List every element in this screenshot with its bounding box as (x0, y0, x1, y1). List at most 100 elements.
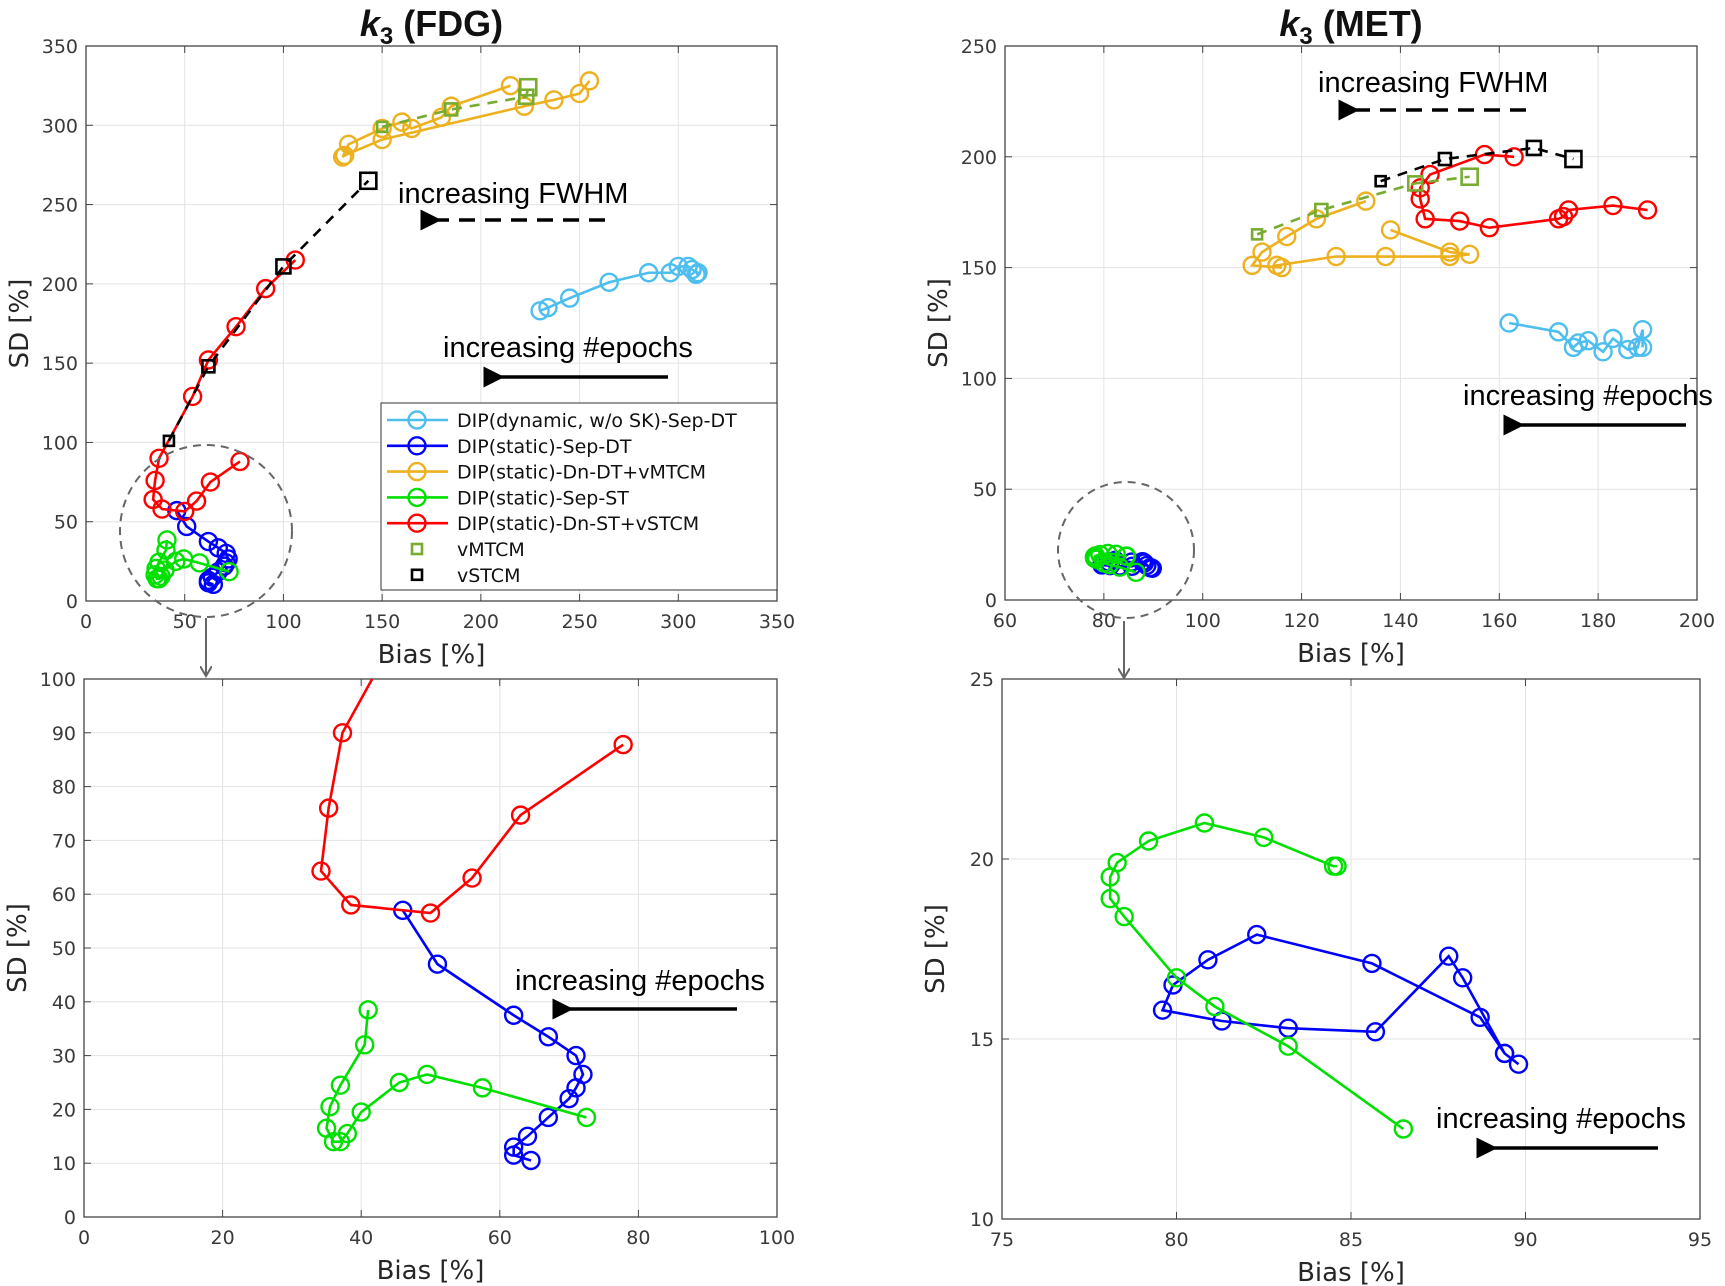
data-point (1452, 968, 1473, 988)
data-point (1420, 164, 1440, 185)
data-point (560, 288, 580, 308)
legend-label: vMTCM (457, 539, 525, 561)
plot-3: 75 80 85 90 95 10 15 20 25 Bias [%] SD [%] increasi… (921, 669, 1712, 1286)
data-point (1393, 1119, 1414, 1139)
data-point (1603, 328, 1623, 349)
y-tick-label: 150 (961, 258, 997, 280)
x-tick-label: 85 (1339, 1229, 1363, 1251)
data-point (318, 798, 339, 818)
y-tick-label: 100 (40, 669, 76, 691)
data-point (1114, 906, 1134, 927)
data-point (214, 556, 234, 576)
data-point (1277, 226, 1297, 247)
data-point (1242, 255, 1262, 276)
series-group (143, 71, 708, 595)
data-point (226, 316, 246, 337)
data-point (1278, 1036, 1298, 1056)
y-tick-label: 50 (52, 938, 76, 960)
data-point (1267, 255, 1287, 276)
data-point (420, 903, 441, 923)
series-line-vstcm (1380, 146, 1574, 183)
data-point (1362, 953, 1382, 974)
zoom-region-circle (119, 444, 293, 618)
data-point (1116, 546, 1137, 566)
data-point (1440, 242, 1460, 262)
data-point (1499, 313, 1519, 333)
data-point (372, 118, 392, 139)
data-point (189, 553, 210, 573)
data-point (182, 386, 203, 407)
data-point (559, 1088, 579, 1109)
title-k: k (1279, 3, 1301, 44)
data-point (1107, 852, 1127, 873)
data-point (1198, 950, 1218, 970)
data-point (521, 1150, 541, 1171)
y-tick-label: 15 (970, 1029, 994, 1051)
y-tick-label: 50 (54, 512, 78, 534)
data-point (255, 278, 276, 299)
data-point (1410, 178, 1430, 198)
data-point (1627, 337, 1648, 358)
y-tick-label: 10 (52, 1153, 76, 1175)
x-tick-label: 150 (364, 611, 400, 633)
data-point (152, 499, 172, 519)
x-tick-label: 200 (1679, 610, 1715, 632)
data-point (1439, 946, 1459, 966)
legend-label: DIP(static)-Dn-DT+vMTCM (457, 462, 706, 484)
series-line-dip-static-dn-st-vstcm (1418, 153, 1648, 230)
axes-frame (1004, 45, 1698, 601)
data-point (538, 297, 558, 318)
data-point (338, 134, 359, 155)
data-point (176, 516, 197, 537)
data-point (1593, 342, 1613, 362)
annotation-text: increasing #epochs (1436, 1103, 1686, 1135)
data-point (358, 1000, 378, 1020)
chart-title: k3 (FDG) (360, 3, 503, 50)
series-line-dip-static-sep-st (1108, 821, 1405, 1131)
x-tick-label: 50 (173, 611, 197, 633)
y-tick-label: 200 (42, 274, 78, 296)
x-tick-label: 140 (1382, 610, 1418, 632)
data-point (341, 895, 361, 915)
x-tick-label: 60 (488, 1227, 512, 1249)
data-point (149, 448, 169, 468)
data-point (638, 263, 659, 283)
data-point (1568, 333, 1589, 353)
data-point (1138, 831, 1159, 851)
series-line-dip-static-sep-st (325, 1009, 587, 1143)
data-point (510, 805, 531, 825)
x-tick-label: 0 (78, 1227, 90, 1249)
data-point (1618, 339, 1638, 360)
data-point (1494, 1043, 1515, 1064)
x-axis-label: Bias [%] (378, 640, 486, 670)
x-tick-label: 100 (759, 1227, 795, 1249)
legend-marker-circle (407, 461, 427, 482)
data-point (1415, 209, 1435, 229)
data-point (1470, 1007, 1490, 1028)
axes-frame (85, 45, 778, 602)
axes-frame (83, 678, 778, 1218)
y-tick-label: 350 (42, 36, 78, 58)
data-point (202, 567, 223, 587)
title-subscript: 3 (1299, 23, 1312, 50)
x-tick-label: 160 (1481, 610, 1517, 632)
series-line-dip-static-dn-dt-vmtcm (1249, 199, 1470, 269)
annotation-text: increasing #epochs (515, 965, 765, 997)
x-tick-label: 80 (626, 1227, 650, 1249)
data-point (1247, 924, 1267, 945)
x-tick-label: 100 (1185, 610, 1221, 632)
legend: DIP(dynamic, w/o SK)-Sep-DT DIP(static)-S… (380, 402, 778, 591)
data-point (576, 1107, 597, 1128)
title-rest: (FDG) (393, 3, 503, 44)
data-point (688, 263, 708, 283)
series-line-dip-static-dn-dt-vmtcm (341, 80, 591, 159)
title-subscript: 3 (380, 23, 393, 50)
y-tick-label: 30 (52, 1046, 76, 1068)
data-point (503, 1145, 524, 1165)
data-point (334, 145, 355, 166)
y-tick-label: 80 (52, 777, 76, 799)
x-axis-label: Bias [%] (377, 1256, 485, 1286)
x-tick-label: 0 (80, 611, 92, 633)
data-point (198, 350, 219, 370)
y-tick-label: 25 (970, 669, 994, 691)
